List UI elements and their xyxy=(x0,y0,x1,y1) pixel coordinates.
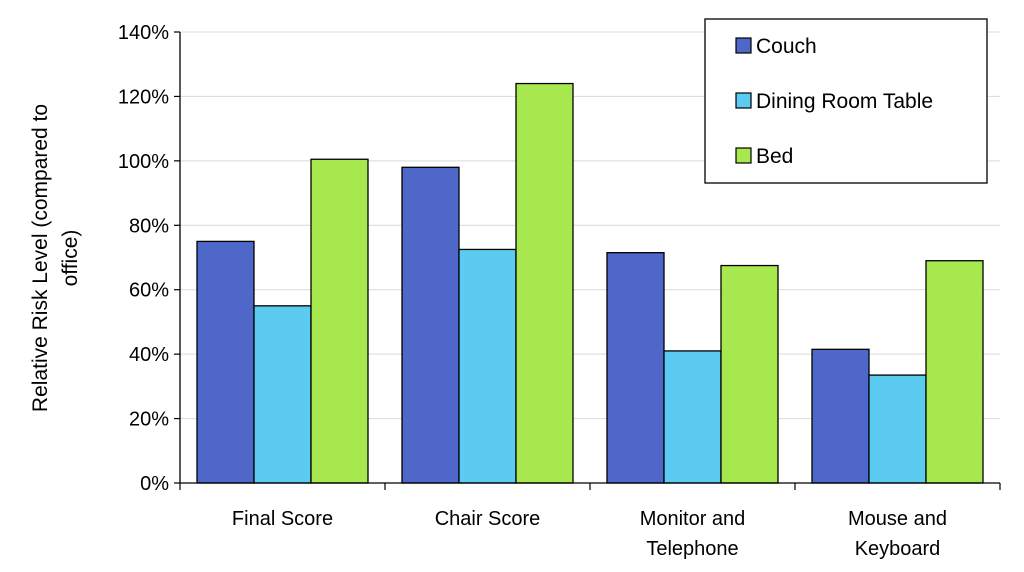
bar xyxy=(515,82,574,484)
x-category-labels: Final Score Chair Score Monitor and Telepho… xyxy=(232,508,947,560)
y-tick-label: 120% xyxy=(118,86,169,108)
legend-label: Bed xyxy=(756,145,793,168)
legend-box xyxy=(704,18,988,184)
legend-label: Dining Room Table xyxy=(756,90,933,113)
bar xyxy=(310,158,369,484)
y-tick-label: 20% xyxy=(129,409,169,431)
bar xyxy=(196,240,255,484)
y-tick-labels: 0% 20% 40% 60% 80% 100% 120% 140% xyxy=(118,22,169,495)
bar xyxy=(720,264,779,484)
y-tick-label: 100% xyxy=(118,151,169,173)
axes xyxy=(174,31,1001,490)
bar xyxy=(253,305,312,484)
y-tick-label: 140% xyxy=(118,22,169,44)
y-axis-title: Relative Risk Level (compared to office) xyxy=(29,104,82,412)
y-tick-label: 60% xyxy=(129,280,169,302)
legend-swatch xyxy=(735,147,752,164)
y-tick-label: 80% xyxy=(129,215,169,237)
legend-swatch xyxy=(735,37,752,54)
x-category-label: Mouse and Keyboard xyxy=(848,508,947,560)
y-axis-label: Relative Risk Level (compared to office) xyxy=(29,104,82,412)
bar xyxy=(663,350,722,484)
y-tick-label: 40% xyxy=(129,344,169,366)
bar xyxy=(868,374,927,484)
legend-swatch xyxy=(735,92,752,109)
bar xyxy=(401,166,460,484)
bar xyxy=(811,348,870,484)
bar xyxy=(606,252,665,484)
bar xyxy=(458,248,517,484)
bar xyxy=(925,260,984,484)
legend-label: Couch xyxy=(756,35,817,58)
x-category-label: Chair Score xyxy=(435,508,541,530)
bars xyxy=(196,82,984,484)
legend: Couch Dining Room Table Bed xyxy=(704,18,988,184)
y-tick-label: 0% xyxy=(140,473,169,495)
x-category-label: Final Score xyxy=(232,508,333,530)
x-category-label: Monitor and Telephone xyxy=(640,508,746,560)
